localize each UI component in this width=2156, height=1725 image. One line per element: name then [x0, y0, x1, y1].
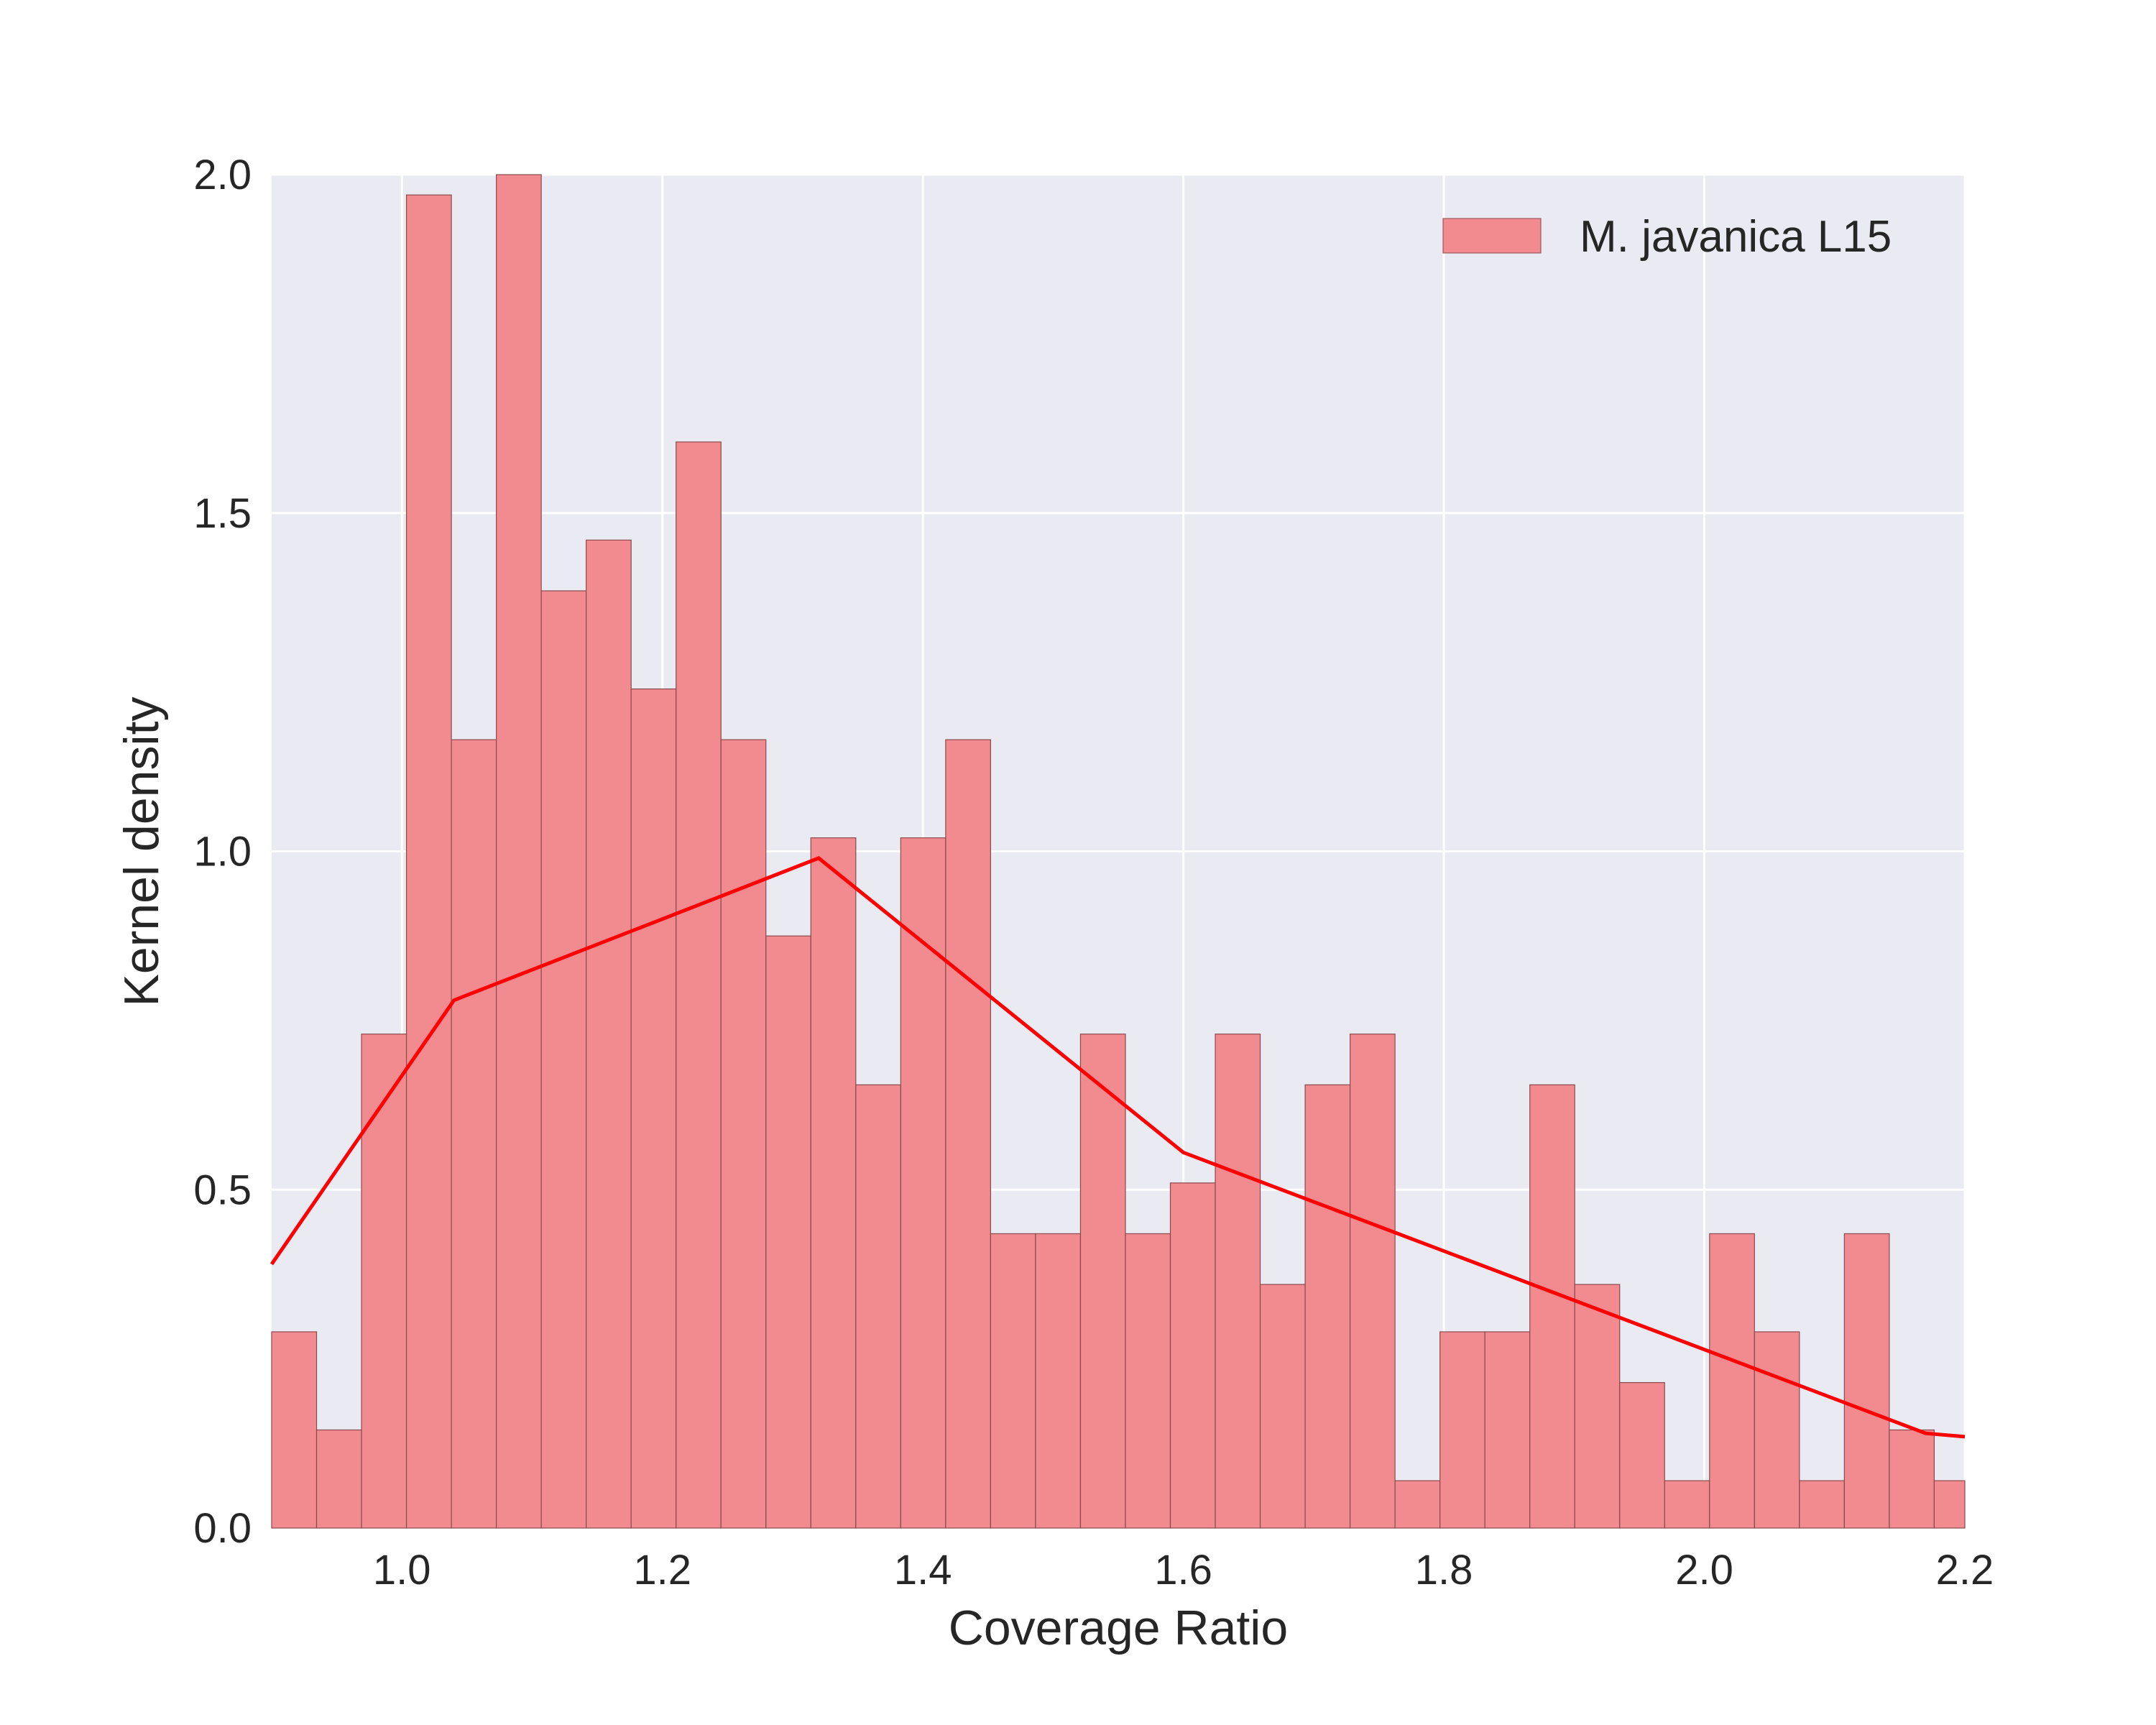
histogram-bar: [1709, 1233, 1755, 1529]
legend: M. javanica L15: [1442, 212, 1892, 262]
histogram-bar: [540, 590, 587, 1529]
y-tick-label: 2.0: [193, 152, 252, 198]
histogram-bar: [1079, 1034, 1126, 1529]
x-axis-title: Coverage Ratio: [949, 1601, 1288, 1655]
histogram-bar: [1799, 1480, 1845, 1529]
histogram-bar: [1484, 1331, 1531, 1529]
histogram-bars: [271, 174, 1966, 1529]
histogram-bar: [990, 1233, 1036, 1529]
histogram-bar: [1664, 1480, 1710, 1529]
histogram-bar: [1754, 1331, 1800, 1529]
histogram-bar: [405, 194, 452, 1529]
density-line: [270, 856, 1966, 1439]
histogram-bar: [1843, 1233, 1890, 1529]
histogram-bar: [1619, 1381, 1665, 1529]
histogram-bar: [1889, 1429, 1935, 1529]
histogram-bar: [1304, 1084, 1351, 1529]
y-tick-label: 1.5: [193, 490, 252, 537]
histogram-bar: [855, 1084, 901, 1529]
histogram-bar: [361, 1034, 407, 1529]
y-tick-label: 0.5: [193, 1167, 252, 1213]
histogram-bar: [1933, 1480, 1966, 1529]
y-tick-label: 1.0: [193, 829, 252, 875]
x-tick-label: 1.0: [373, 1547, 431, 1593]
histogram-bar: [586, 539, 632, 1529]
legend-swatch: [1442, 218, 1542, 254]
histogram-bar: [1394, 1480, 1441, 1529]
histogram-bar: [765, 935, 811, 1529]
x-tick-label: 1.2: [633, 1547, 691, 1593]
histogram-bar: [810, 837, 857, 1529]
histogram-bar: [1259, 1284, 1306, 1529]
histogram-bar: [1125, 1233, 1171, 1529]
x-tick-label: 2.2: [1936, 1547, 1994, 1593]
histogram-bar: [1035, 1233, 1082, 1529]
histogram-bar: [271, 1331, 318, 1529]
x-tick-label: 2.0: [1675, 1547, 1733, 1593]
x-axis-ticks: 1.0 1.2 1.4 1.6 1.8 2.0 2.2: [373, 1547, 1994, 1593]
legend-label: M. javanica L15: [1580, 212, 1892, 262]
x-tick-label: 1.8: [1415, 1547, 1473, 1593]
histogram-bar: [945, 739, 991, 1529]
histogram-bar: [451, 739, 497, 1529]
histogram-bar: [1349, 1034, 1396, 1529]
x-tick-label: 1.6: [1154, 1547, 1212, 1593]
histogram-bar: [720, 739, 767, 1529]
histogram-bar: [496, 174, 542, 1529]
histogram-bar: [1574, 1284, 1621, 1529]
histogram-bar: [676, 441, 722, 1529]
histogram-bar: [1439, 1331, 1485, 1529]
x-tick-label: 1.4: [894, 1547, 952, 1593]
histogram-bar: [1215, 1034, 1261, 1529]
histogram-bar: [1169, 1182, 1216, 1529]
histogram-bar: [1529, 1084, 1575, 1529]
histogram-bar: [630, 688, 677, 1529]
y-axis-title: Kernel density: [114, 697, 169, 1007]
y-tick-label: 0.0: [193, 1505, 252, 1552]
y-axis-ticks: 0.0 0.5 1.0 1.5 2.0: [193, 152, 252, 1552]
histogram-bar: [315, 1429, 362, 1529]
